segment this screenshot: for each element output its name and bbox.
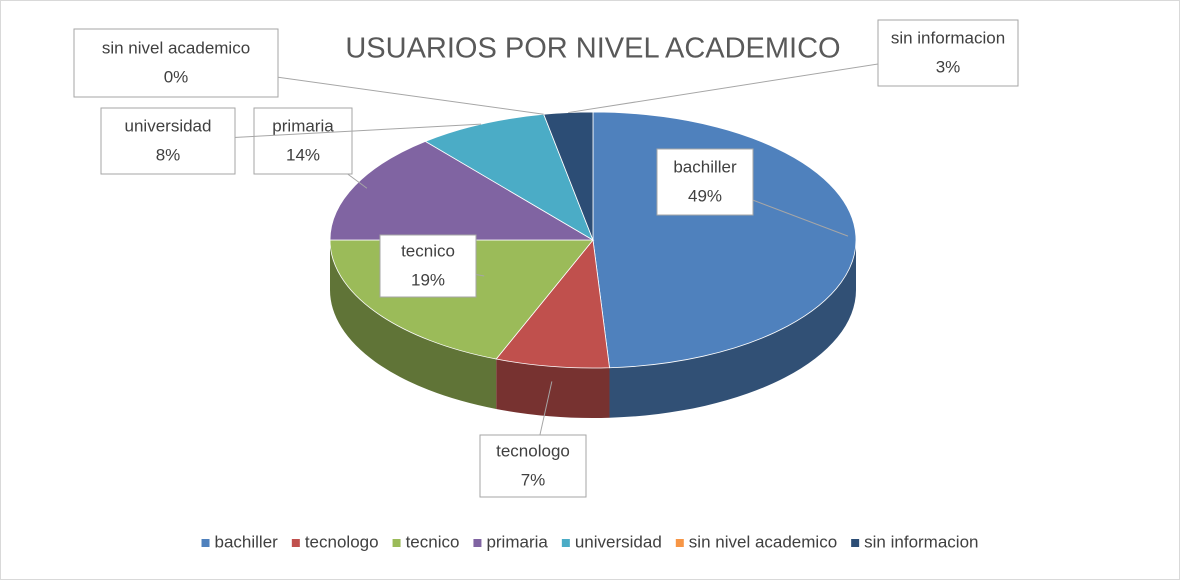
slice bbox=[329, 140, 595, 241]
legend-label: sin informacion bbox=[864, 532, 978, 551]
label-box bbox=[877, 19, 1019, 87]
label-name: sin informacion bbox=[891, 28, 1005, 47]
legend: bachiller tecnologo tecnico primaria univers… bbox=[201, 532, 978, 551]
label-box bbox=[253, 107, 353, 175]
label-value: 8% bbox=[156, 145, 181, 164]
legend-label: sin nivel academico bbox=[689, 532, 837, 551]
label-name: universidad bbox=[125, 116, 212, 135]
legend-label: tecnologo bbox=[305, 532, 379, 551]
label-value: 49% bbox=[688, 186, 722, 205]
slice bbox=[495, 239, 610, 369]
label-value: 3% bbox=[936, 57, 961, 76]
label-name: primaria bbox=[272, 116, 334, 135]
label-value: 0% bbox=[164, 67, 189, 86]
label-name: sin nivel academico bbox=[102, 38, 250, 57]
label-name: tecnico bbox=[401, 241, 455, 260]
label-box bbox=[479, 434, 587, 498]
slice-side bbox=[330, 240, 497, 410]
label-value: 14% bbox=[286, 145, 320, 164]
legend-label: primaria bbox=[486, 532, 548, 551]
label-value: 7% bbox=[521, 470, 546, 489]
legend-marker bbox=[675, 539, 684, 547]
label-box bbox=[100, 107, 236, 175]
legend-marker bbox=[561, 539, 570, 547]
label-name: bachiller bbox=[673, 157, 737, 176]
legend-marker bbox=[392, 539, 401, 547]
slice-side bbox=[496, 359, 610, 418]
label-box bbox=[73, 28, 279, 98]
label-box bbox=[379, 234, 477, 298]
label-name: tecnologo bbox=[496, 441, 570, 460]
legend-marker bbox=[473, 539, 482, 547]
legend-marker bbox=[851, 539, 860, 547]
slice-side bbox=[609, 240, 856, 418]
chart-title: USUARIOS POR NIVEL ACADEMICO bbox=[345, 33, 840, 65]
label-box bbox=[656, 148, 754, 216]
label-value: 19% bbox=[411, 270, 445, 289]
legend-marker bbox=[291, 539, 300, 547]
legend-label: bachiller bbox=[215, 532, 279, 551]
legend-label: tecnico bbox=[406, 532, 460, 551]
legend-label: universidad bbox=[575, 532, 662, 551]
legend-marker bbox=[201, 539, 210, 547]
